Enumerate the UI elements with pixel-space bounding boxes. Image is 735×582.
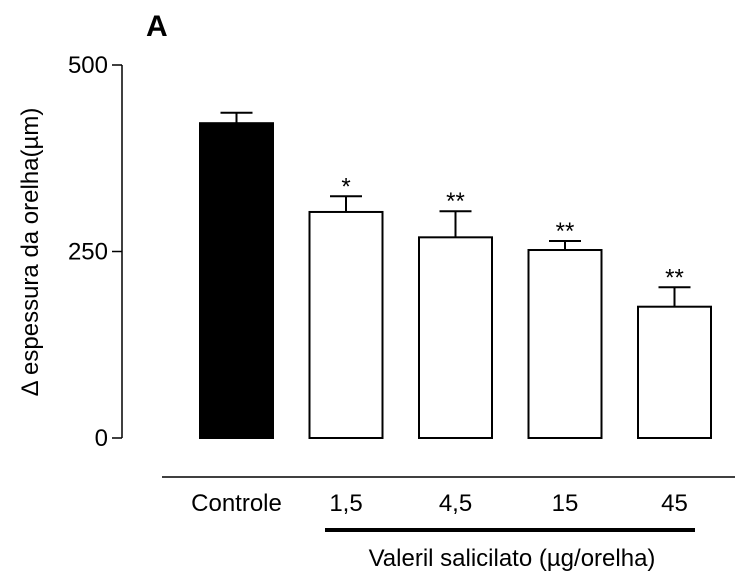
x-axis-label: Valeril salicilato (µg/orelha) xyxy=(369,545,656,572)
y-tick-label: 500 xyxy=(68,52,108,79)
bar xyxy=(308,210,384,439)
x-tick-label: 1,5 xyxy=(329,490,362,517)
x-tick-labels: Controle 1,5 4,5 15 45 xyxy=(191,490,688,517)
x-tick-label: 45 xyxy=(661,490,688,517)
bar xyxy=(418,236,493,439)
y-ticks: 0 250 500 xyxy=(68,52,122,452)
significance-mark: ** xyxy=(556,218,575,245)
y-tick-label: 0 xyxy=(95,425,108,452)
bar xyxy=(527,249,603,439)
significance-mark: ** xyxy=(446,188,465,215)
bar xyxy=(199,122,274,440)
bar xyxy=(637,305,712,440)
panel-label: A xyxy=(146,10,168,43)
y-tick-label: 250 xyxy=(68,239,108,266)
x-tick-label: 15 xyxy=(552,490,579,517)
significance-mark: * xyxy=(341,173,350,200)
bars: ******* xyxy=(199,111,712,440)
y-axis-label: Δ espessura da orelha(µm) xyxy=(17,108,44,397)
x-tick-label: Controle xyxy=(191,490,282,517)
significance-mark: ** xyxy=(665,264,684,291)
x-tick-label: 4,5 xyxy=(439,490,472,517)
